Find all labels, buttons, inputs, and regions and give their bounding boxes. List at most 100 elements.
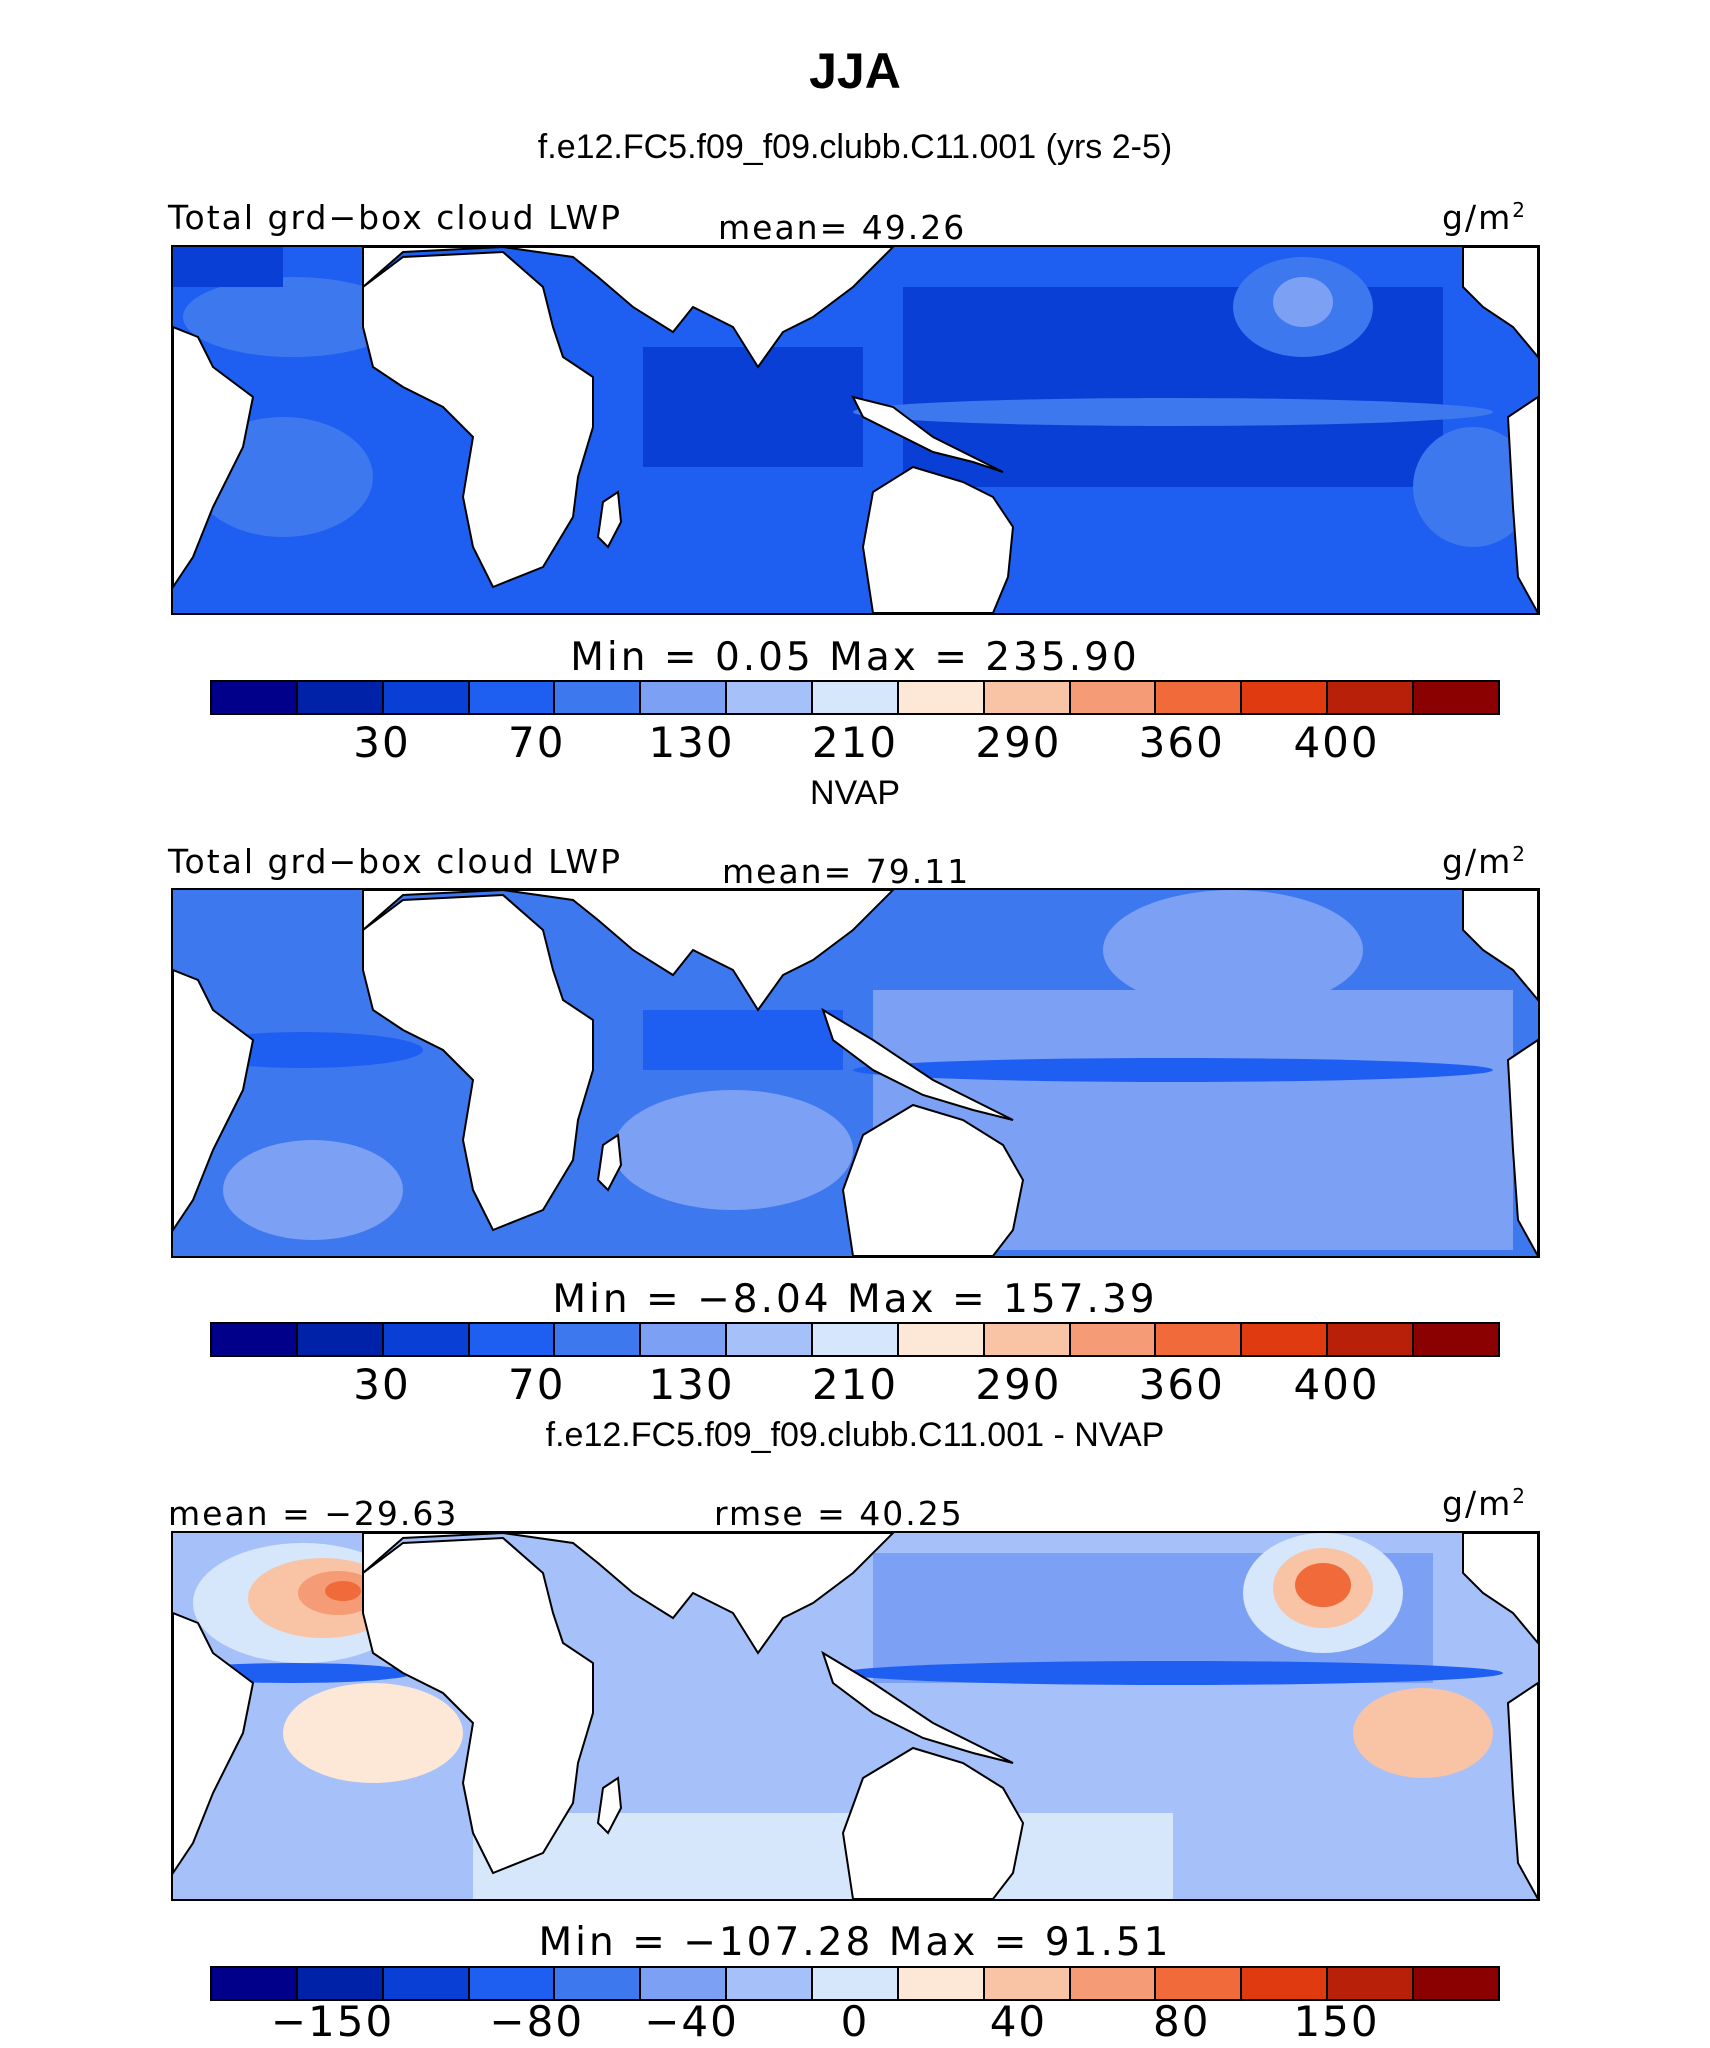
tick-label: 360: [1138, 1360, 1225, 1409]
panel-2-units-sup: 2: [1512, 842, 1527, 866]
panel-3-minmax: Min = −107.28 Max = 91.51: [538, 1920, 1172, 1965]
land-south-america-east: [1506, 395, 1538, 613]
ocean-shade: [325, 1581, 361, 1601]
colorbar-segment: [1242, 1324, 1329, 1355]
colorbar-segment: [383, 1968, 470, 1999]
ocean-shade: [1353, 1688, 1493, 1778]
colorbar-segment: [1414, 1968, 1498, 1999]
land-south-america: [173, 1611, 255, 1875]
land-madagascar: [596, 1133, 623, 1192]
panel-1-units-sup: 2: [1512, 198, 1527, 222]
ocean-shade: [1295, 1563, 1351, 1607]
panel-2-units: g/m2: [1442, 842, 1527, 881]
panel-2-colorbar-ticks: 30 70 130 210 290 360 400: [210, 1360, 1500, 1410]
land-north-africa-eurasia: [362, 1533, 895, 1655]
colorbar-segment: [898, 1968, 985, 1999]
panel-3-units-text: g/m: [1442, 1484, 1513, 1523]
colorbar-segment: [727, 1968, 814, 1999]
land-africa: [362, 893, 594, 1232]
panel-2-variable-label: Total grd−box cloud LWP: [168, 842, 622, 881]
panel-1-variable-label: Total grd−box cloud LWP: [168, 198, 622, 237]
colorbar-segment: [641, 682, 728, 713]
ocean-shade: [173, 247, 283, 287]
land-australia: [861, 465, 1015, 613]
colorbar-segment: [1070, 1968, 1157, 1999]
colorbar-segment: [1156, 1968, 1243, 1999]
panel-1-colorbar-ticks: 30 70 130 210 290 360 400: [210, 718, 1500, 768]
colorbar-segment: [727, 682, 814, 713]
land-north-america: [1462, 1533, 1538, 1645]
tick-label: 40: [989, 1997, 1048, 2046]
panel-3-colorbar-ticks: −150 −80 −40 0 40 80 150: [210, 1997, 1500, 2047]
panel-3-mean-label: mean = −29.63: [168, 1494, 459, 1533]
colorbar-segment: [555, 1324, 642, 1355]
colorbar-segment: [641, 1324, 728, 1355]
colorbar-segment: [1242, 1968, 1329, 1999]
figure-title: JJA: [809, 43, 901, 99]
colorbar-segment: [984, 682, 1071, 713]
colorbar-segment: [1414, 1324, 1498, 1355]
colorbar-segment: [641, 1968, 728, 1999]
ocean-shade: [853, 398, 1493, 426]
ocean-shade: [843, 1661, 1503, 1685]
colorbar-segment: [813, 682, 899, 713]
colorbar-segment: [1328, 1968, 1415, 1999]
land-maritime-continent: [821, 1007, 1014, 1121]
colorbar-segment: [813, 1968, 899, 1999]
land-south-america-east: [1506, 1681, 1538, 1899]
colorbar-segment: [555, 1968, 642, 1999]
panel-3-colorbar: [210, 1966, 1500, 2001]
land-south-america: [173, 968, 255, 1232]
colorbar-segment: [1070, 1324, 1157, 1355]
tick-label: 80: [1153, 1997, 1211, 2046]
colorbar-segment: [1328, 682, 1415, 713]
colorbar-segment: [1242, 682, 1329, 713]
land-north-africa-eurasia: [362, 890, 895, 1012]
panel-3-units-sup: 2: [1512, 1484, 1527, 1508]
land-madagascar: [596, 490, 623, 549]
ocean-shade: [1103, 890, 1363, 1010]
tick-label: 30: [353, 718, 411, 767]
tick-label: 150: [1293, 1997, 1380, 2046]
ocean-shade: [183, 277, 403, 357]
land-north-america: [1462, 890, 1538, 1002]
colorbar-segment: [469, 1968, 556, 1999]
tick-label: −80: [489, 1997, 585, 2046]
panel-1-minmax: Min = 0.05 Max = 235.90: [570, 635, 1140, 680]
ocean-shade: [1413, 427, 1533, 547]
panel-2-colorbar: [210, 1322, 1500, 1357]
tick-label: 210: [811, 718, 899, 767]
ocean-shade: [613, 1090, 853, 1210]
colorbar-segment: [1328, 1324, 1415, 1355]
tick-label: 130: [648, 1360, 735, 1409]
ocean-shade: [853, 1058, 1493, 1082]
colorbar-segment: [469, 682, 556, 713]
colorbar-segment: [555, 682, 642, 713]
colorbar-segment: [212, 682, 298, 713]
panel-1-map: [171, 245, 1540, 615]
panel-2-title: NVAP: [809, 774, 901, 812]
colorbar-segment: [984, 1324, 1071, 1355]
panel-3-title: f.e12.FC5.f09_f09.clubb.C11.001 - NVAP: [545, 1416, 1165, 1454]
colorbar-segment: [212, 1324, 298, 1355]
colorbar-segment: [1414, 682, 1498, 713]
tick-label: 290: [975, 718, 1062, 767]
land-australia: [841, 1746, 1025, 1899]
colorbar-segment: [297, 682, 384, 713]
land-maritime-continent: [851, 395, 1004, 473]
tick-label: 360: [1138, 718, 1225, 767]
land-north-america: [1462, 247, 1538, 359]
land-south-america: [173, 325, 255, 589]
tick-label: 70: [508, 718, 566, 767]
land-north-africa-eurasia: [362, 247, 895, 369]
colorbar-segment: [1156, 682, 1243, 713]
panel-1-title: f.e12.FC5.f09_f09.clubb.C11.001 (yrs 2-5…: [537, 128, 1173, 166]
land-africa: [362, 1536, 594, 1875]
colorbar-segment: [469, 1324, 556, 1355]
colorbar-segment: [813, 1324, 899, 1355]
tick-label: 400: [1293, 1360, 1380, 1409]
panel-2-mean-label: mean= 79.11: [722, 852, 971, 891]
tick-label: 130: [648, 718, 735, 767]
panel-3-units: g/m2: [1442, 1484, 1527, 1523]
panel-1-mean-label: mean= 49.26: [718, 208, 967, 247]
